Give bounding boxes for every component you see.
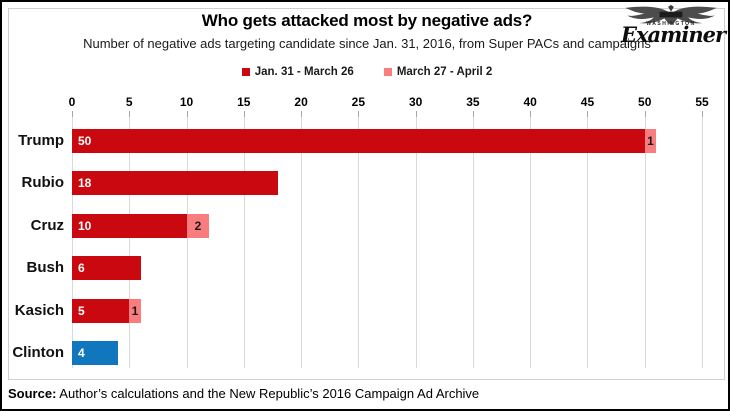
bar-segment: 5 bbox=[72, 299, 130, 323]
bar-value-label: 10 bbox=[78, 219, 92, 233]
x-tick-mark bbox=[644, 111, 646, 117]
grid-line bbox=[415, 117, 417, 368]
x-tick-label: 50 bbox=[638, 95, 652, 109]
x-tick-label: 45 bbox=[580, 95, 595, 109]
legend-item: March 27 - April 2 bbox=[383, 66, 493, 78]
bar-value-label: 50 bbox=[78, 134, 92, 148]
bar-segment: 50 bbox=[72, 129, 645, 153]
x-tick-label: 35 bbox=[466, 95, 480, 109]
category-label: Cruz bbox=[30, 217, 64, 234]
logo-city-label: WASHINGTON bbox=[646, 21, 696, 27]
x-tick-label: 5 bbox=[125, 95, 133, 109]
chart-legend: Jan. 31 - March 26 March 27 - April 2 bbox=[2, 66, 730, 78]
grid-line bbox=[243, 117, 245, 368]
examiner-logo: WASHINGTON Examiner bbox=[621, 5, 726, 49]
x-tick-label: 15 bbox=[237, 95, 251, 109]
legend-item: Jan. 31 - March 26 bbox=[241, 66, 354, 78]
grid-line bbox=[301, 117, 303, 368]
bar-segment: 1 bbox=[644, 129, 657, 153]
legend-swatch bbox=[383, 68, 392, 76]
x-tick-mark bbox=[243, 111, 245, 117]
x-tick-label: 10 bbox=[179, 95, 194, 109]
bar-segment: 1 bbox=[129, 299, 141, 323]
bar-value-label: 6 bbox=[78, 261, 85, 275]
bar-value-label: 1 bbox=[647, 134, 654, 148]
x-tick-label: 30 bbox=[408, 95, 423, 109]
legend-swatch bbox=[241, 68, 250, 76]
bar-value-label: 1 bbox=[131, 304, 139, 318]
eagle-icon bbox=[625, 5, 717, 25]
x-tick-mark bbox=[186, 111, 188, 117]
grid-line bbox=[186, 117, 188, 368]
x-tick-label: 55 bbox=[695, 95, 709, 109]
chart-title: Who gets attacked most by negative ads? bbox=[201, 11, 533, 30]
category-label: Rubio bbox=[21, 174, 65, 191]
grid-line bbox=[129, 117, 131, 368]
bar-segment: 10 bbox=[72, 214, 187, 238]
grid-line bbox=[644, 117, 646, 368]
bar-segment: 6 bbox=[72, 256, 141, 280]
grid-line bbox=[358, 117, 360, 368]
bar-segment: 4 bbox=[72, 341, 118, 365]
source-text: Author’s calculations and the New Republ… bbox=[56, 386, 480, 401]
x-tick-mark bbox=[530, 111, 532, 117]
grid-line bbox=[472, 117, 474, 368]
x-tick-mark bbox=[72, 111, 73, 117]
legend-label: March 27 - April 2 bbox=[396, 66, 493, 78]
grid-line bbox=[587, 117, 589, 368]
source-prefix: Source: bbox=[8, 386, 57, 401]
x-tick-mark bbox=[415, 111, 417, 117]
category-label: Trump bbox=[18, 132, 64, 149]
bar-segment: 2 bbox=[186, 214, 210, 238]
category-label: Clinton bbox=[12, 344, 64, 361]
x-tick-mark bbox=[301, 111, 303, 117]
x-tick-mark bbox=[129, 111, 131, 117]
source-line: Source: Author’s calculations and the Ne… bbox=[8, 386, 726, 401]
grid-line bbox=[530, 117, 532, 368]
x-tick-mark bbox=[472, 111, 474, 117]
category-label: Kasich bbox=[14, 302, 64, 319]
grid-line bbox=[702, 117, 703, 368]
x-tick-label: 40 bbox=[523, 95, 537, 109]
x-tick-mark bbox=[587, 111, 589, 117]
bar-value-label: 2 bbox=[194, 219, 202, 233]
chart-subtitle: Number of negative ads targeting candida… bbox=[83, 36, 651, 51]
x-tick-label: 0 bbox=[68, 95, 76, 109]
x-tick-label: 25 bbox=[351, 95, 366, 109]
bar-value-label: 18 bbox=[78, 176, 92, 190]
bar-segment: 18 bbox=[72, 171, 279, 195]
bar-value-label: 5 bbox=[78, 304, 85, 318]
x-tick-mark bbox=[702, 111, 703, 117]
category-label: Bush bbox=[26, 259, 65, 276]
x-tick-label: 20 bbox=[294, 95, 308, 109]
grid-line bbox=[72, 117, 73, 368]
legend-label: Jan. 31 - March 26 bbox=[254, 66, 354, 78]
x-tick-mark bbox=[358, 111, 360, 117]
bar-value-label: 4 bbox=[78, 346, 85, 360]
logo-brand-label: Examiner bbox=[621, 22, 726, 47]
